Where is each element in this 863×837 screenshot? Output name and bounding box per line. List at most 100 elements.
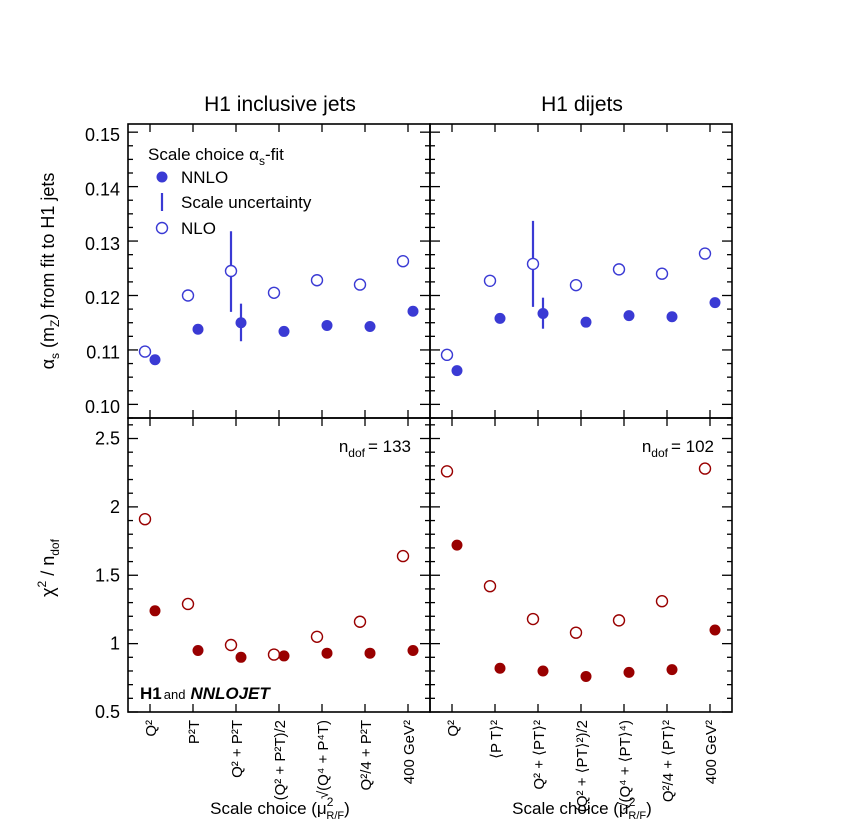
alphas-nlo-point — [138, 345, 152, 358]
y-axis-label-chi2: χ2 / ndof — [35, 538, 62, 597]
frame-bottom-left — [127, 417, 431, 713]
x-tick-label: √(Q⁴ + P⁴T) — [315, 720, 332, 799]
alphas-nnlo-point — [666, 311, 678, 323]
legend: Scale choice αs-fit NNLO Scale uncertain… — [148, 145, 312, 238]
x-tick-label: 400 GeV² — [401, 720, 418, 784]
chi2-nlo-point — [655, 595, 669, 608]
chi2-y-tick-label: 2 — [110, 497, 120, 517]
ndof-label-inclusive: ndof = 133 — [339, 437, 411, 460]
chi2-nnlo-point — [149, 605, 161, 617]
alphas-nlo-point — [655, 267, 669, 280]
panel-title-dijets: H1 dijets — [541, 93, 623, 116]
chi2-nlo-point — [353, 615, 367, 628]
alphas-nlo-point — [569, 278, 583, 292]
chi2-nlo-point — [267, 648, 281, 661]
chi2-nnlo-point — [451, 539, 463, 551]
alphas-nnlo-point — [192, 323, 204, 335]
x-axis-label-inclusive: Scale choice (μ2 R/F) — [210, 795, 350, 822]
chi2-nlo-point — [224, 638, 238, 652]
x-tick-label: 400 GeV² — [703, 720, 720, 784]
alphas-y-tick-label: 0.11 — [86, 343, 120, 363]
chi2-nlo-point — [396, 549, 410, 563]
x-tick-label: Q²/4 + ⟨PT⟩² — [660, 720, 677, 802]
chi2-y-tick-label: 1 — [110, 634, 120, 654]
x-tick-label: P²T — [186, 720, 203, 744]
alphas-nlo-point — [440, 348, 454, 362]
alphas-y-tick-label: 0.14 — [85, 179, 120, 199]
chi2-nnlo-point — [407, 644, 419, 656]
legend-nnlo-marker — [156, 171, 168, 183]
data-markers — [138, 220, 721, 682]
alphas-nnlo-point — [149, 354, 161, 366]
chi2-nnlo-point — [580, 670, 592, 682]
x-tick-label: (Q² + ⟨PT⟩²)/2 — [574, 720, 591, 812]
alphas-nlo-point — [353, 278, 367, 291]
alphas-nnlo-point — [580, 316, 592, 328]
y-tick-labels: 0.10 0.11 0.12 0.13 0.14 0.15 0.5 1 1.5 2 2.5 — [85, 125, 120, 722]
alphas-nlo-point — [267, 286, 281, 299]
frame-top-right — [429, 123, 733, 419]
chi2-y-tick-label: 1.5 — [95, 565, 120, 585]
alphas-y-tick-label: 0.13 — [85, 234, 120, 254]
alphas-nnlo-point — [364, 321, 376, 333]
alphas-nnlo-point — [278, 325, 290, 337]
alphas-nlo-point — [310, 274, 324, 287]
chi2-nnlo-point — [192, 644, 204, 656]
chi2-nlo-point — [138, 512, 152, 526]
chi2-nnlo-point — [364, 647, 376, 659]
alphas-nlo-point — [181, 289, 195, 302]
alphas-nnlo-point — [537, 307, 549, 319]
frame-bottom-right — [429, 417, 733, 713]
chi2-nnlo-point — [709, 624, 721, 636]
chi2-nlo-point — [569, 626, 583, 639]
x-tick-label: Q² — [143, 720, 160, 737]
legend-nlo-marker — [155, 221, 169, 235]
alphas-nnlo-point — [494, 312, 506, 324]
ndof-label-dijets: ndof = 102 — [642, 437, 714, 460]
alphas-nnlo-point — [407, 305, 419, 317]
chi2-nnlo-point — [278, 650, 290, 662]
alphas-nlo-point — [224, 264, 238, 278]
chi2-nlo-point — [698, 462, 712, 475]
alphas-nlo-point — [483, 274, 497, 287]
chi2-nlo-point — [310, 630, 324, 643]
alphas-nnlo-point — [451, 365, 463, 377]
legend-nlo-label: NLO — [181, 219, 216, 238]
alphas-nnlo-point — [321, 319, 333, 331]
chi2-nlo-point — [612, 614, 626, 627]
alphas-nlo-point — [612, 263, 626, 276]
alphas-y-tick-label: 0.10 — [85, 397, 120, 417]
x-tick-label: Q²/4 + P²T — [358, 720, 375, 790]
x-axis-label-dijets: Scale choice (μ2 R/F) — [512, 795, 652, 822]
chi2-y-tick-label: 2.5 — [95, 429, 120, 449]
chi2-nnlo-point — [666, 664, 678, 676]
chi2-nnlo-point — [537, 665, 549, 677]
x-tick-label: Q² — [445, 720, 462, 737]
chi2-nlo-point — [181, 597, 195, 611]
alphas-nlo-point — [526, 257, 540, 271]
chi2-nnlo-point — [235, 651, 247, 663]
alphas-nlo-point — [698, 247, 712, 260]
chi2-y-tick-label: 0.5 — [95, 702, 120, 722]
h1-nnlojet-logo: H1 and NNLOJET — [140, 684, 271, 703]
chi2-nlo-point — [440, 465, 454, 478]
x-tick-label: Q² + ⟨PT⟩² — [531, 720, 548, 790]
chi2-nnlo-point — [321, 647, 333, 659]
x-tick-label: √(Q⁴ + ⟨PT⟩⁴) — [617, 720, 634, 811]
chi2-nnlo-point — [494, 662, 506, 674]
legend-scale-uncertainty-label: Scale uncertainty — [181, 193, 312, 212]
legend-title: Scale choice αs-fit — [148, 145, 284, 168]
chi2-nnlo-point — [623, 666, 635, 678]
chi2-nlo-point — [483, 579, 497, 593]
x-tick-label: Q² + P²T — [229, 720, 246, 778]
x-tick-label: (Q² + P²T)/2 — [272, 720, 289, 800]
y-axis-label-alphas: αs (mZ) from fit to H1 jets — [38, 173, 62, 370]
alphas-nnlo-point — [709, 297, 721, 309]
alphas-y-tick-label: 0.15 — [85, 125, 120, 145]
alphas-nlo-point — [396, 255, 410, 268]
legend-nnlo-label: NNLO — [181, 168, 228, 187]
panel-title-inclusive: H1 inclusive jets — [204, 93, 356, 116]
chi2-nlo-point — [526, 612, 540, 626]
x-tick-labels: Q² P²T Q² + P²T (Q² + P²T)/2 √(Q⁴ + P⁴T) Q²/4… — [143, 720, 720, 812]
